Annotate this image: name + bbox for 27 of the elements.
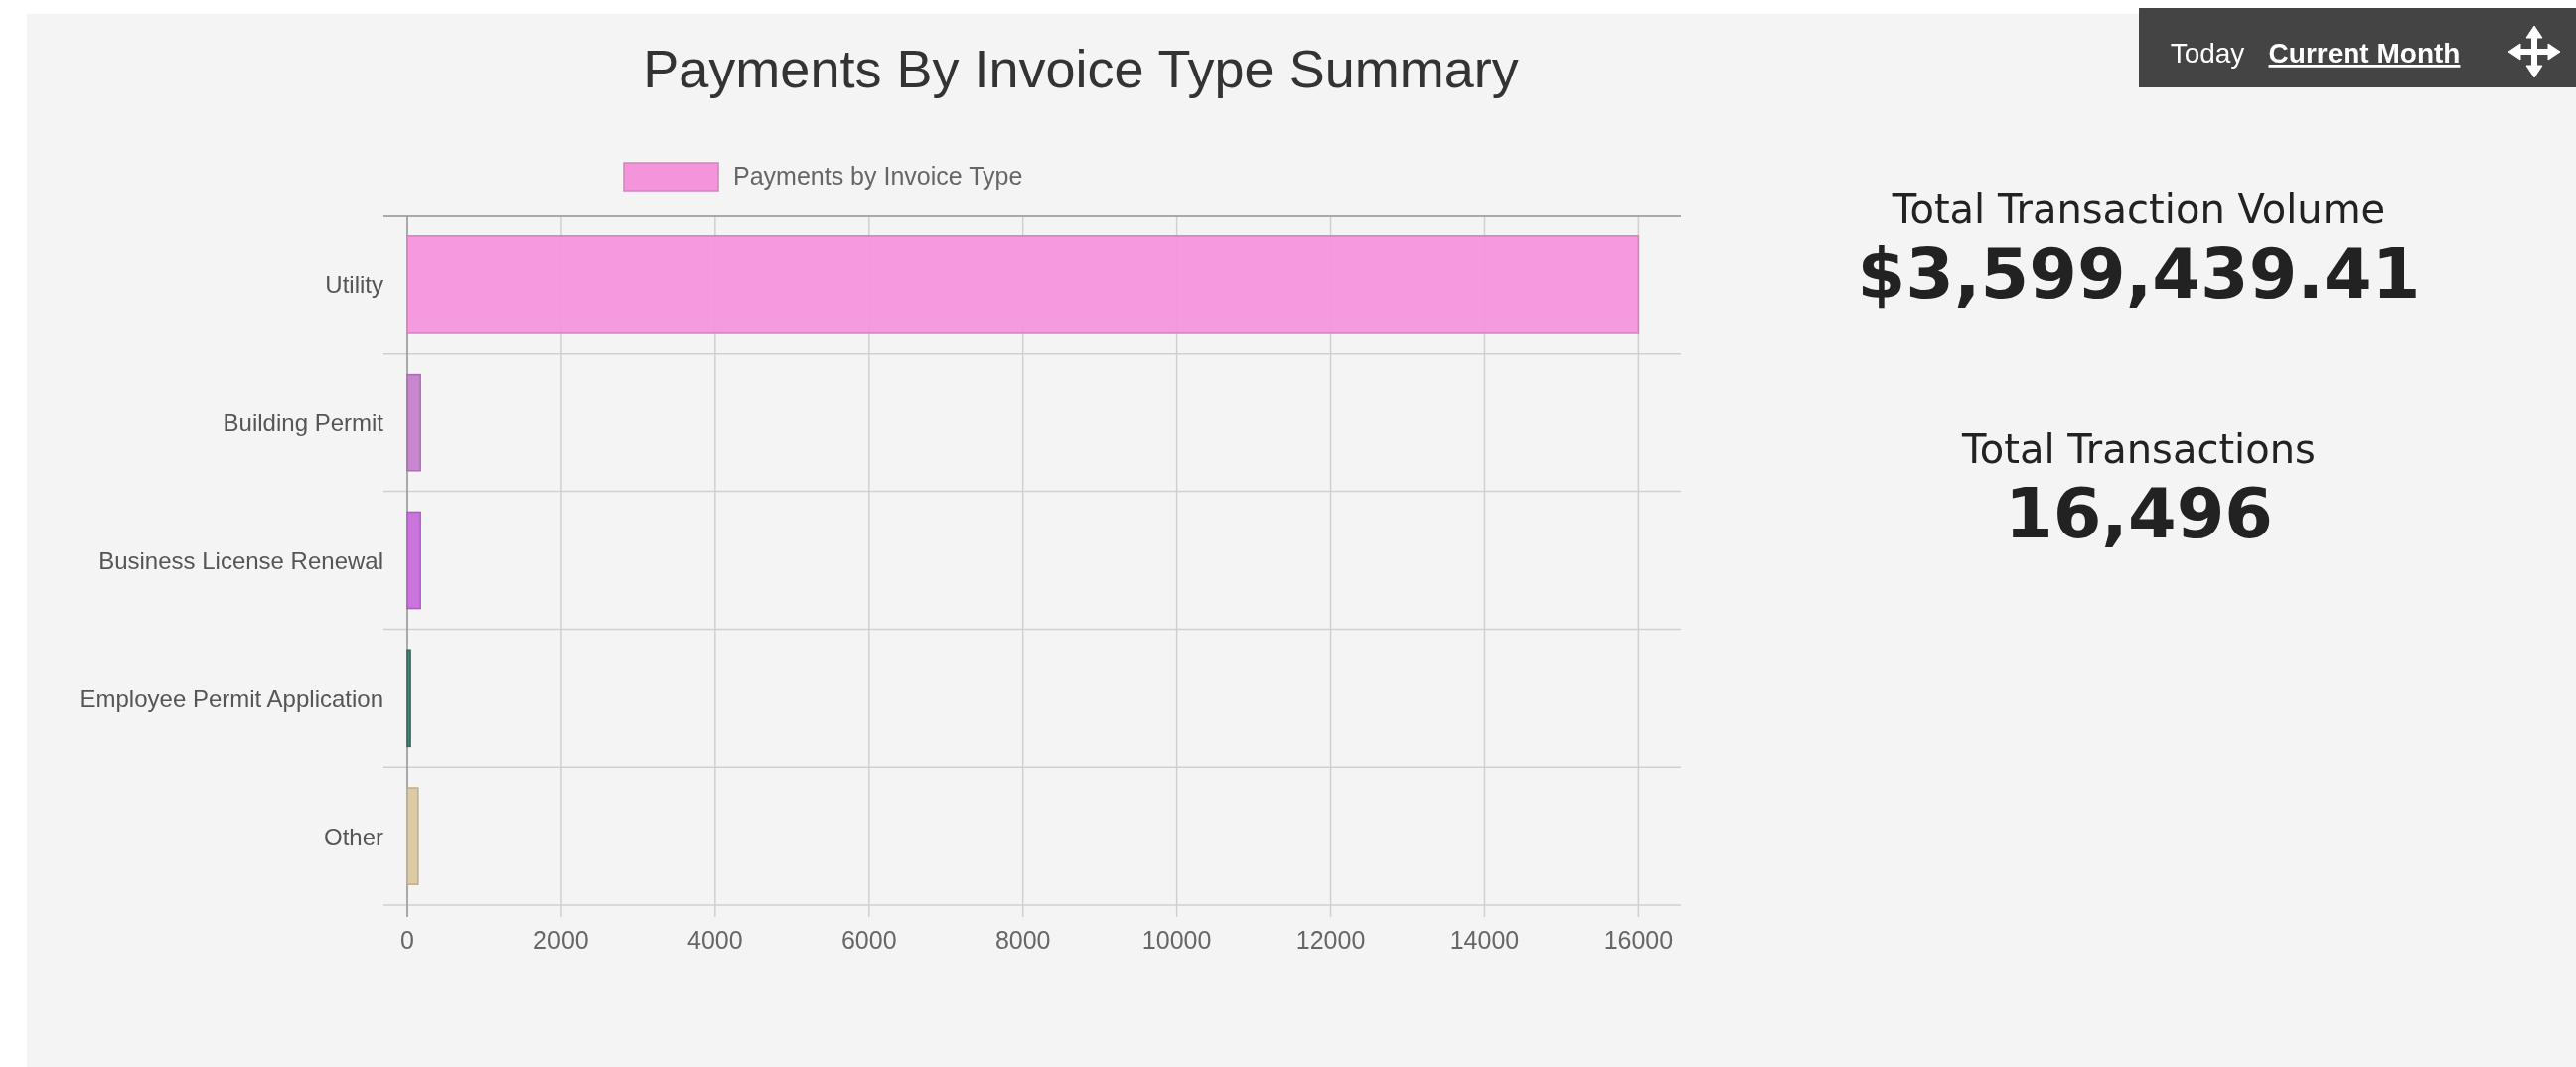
- y-tick-label: Utility: [325, 271, 383, 299]
- y-tick-label: Employee Permit Application: [79, 685, 383, 712]
- x-tick-label: 0: [400, 926, 414, 954]
- text: Total Transaction Volume: [1891, 186, 2386, 231]
- x-tick-label: 2000: [533, 926, 589, 954]
- text: Total Transactions: [1961, 426, 2316, 472]
- x-tick-label: 8000: [994, 926, 1051, 954]
- x-tick-label: 6000: [840, 926, 897, 954]
- text: $3,599,439.41: [1857, 233, 2421, 315]
- bar: [406, 787, 419, 885]
- text: Current Month: [2268, 38, 2461, 69]
- bar: [406, 373, 421, 472]
- x-tick-label: 14000: [1449, 926, 1520, 954]
- x-tick-label: 4000: [687, 926, 743, 954]
- text: 16,496: [2004, 473, 2274, 554]
- chart-title: Payments By Invoice Type Summary: [643, 39, 1519, 98]
- text: Today: [2170, 38, 2245, 69]
- bar: [406, 235, 1640, 334]
- legend-label: Payments by Invoice Type: [733, 162, 1023, 190]
- bar: [406, 649, 411, 748]
- y-tick-label: Business License Renewal: [98, 547, 383, 574]
- y-tick-label: Other: [323, 823, 383, 850]
- x-tick-label: 10000: [1141, 926, 1212, 954]
- y-tick-label: Building Permit: [223, 409, 384, 437]
- x-tick-label: 16000: [1603, 926, 1674, 954]
- bar: [406, 511, 421, 610]
- x-tick-label: 12000: [1295, 926, 1366, 954]
